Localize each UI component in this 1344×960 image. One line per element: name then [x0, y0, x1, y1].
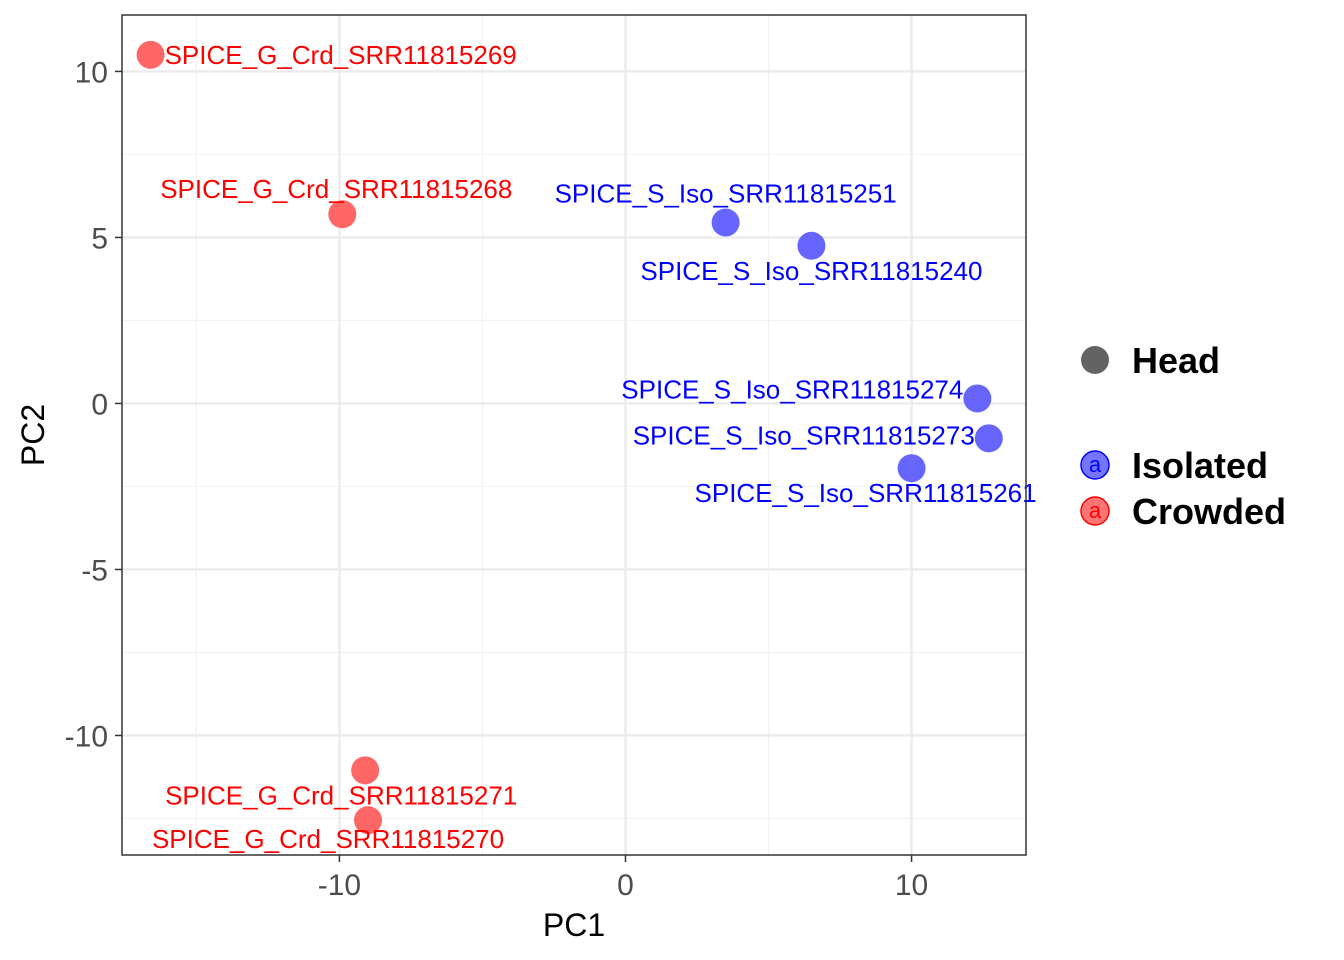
legend-key-point [1080, 450, 1110, 480]
point-label: SPICE_S_Iso_SRR11815261 [695, 478, 1037, 508]
point-label: SPICE_S_Iso_SRR11815240 [640, 256, 982, 286]
data-points [136, 40, 1003, 835]
point-label: SPICE_G_Crd_SRR11815269 [165, 40, 517, 70]
panel-border [121, 14, 1027, 856]
legend-label: Head [1132, 340, 1220, 381]
minor-grid [122, 15, 1026, 855]
y-tick-label: 0 [91, 388, 108, 421]
legend-label: Isolated [1132, 445, 1268, 486]
data-point [711, 208, 740, 237]
legend: Head a Isolated a Crowded [1080, 340, 1286, 532]
legend-key-point [1080, 496, 1110, 526]
data-point [897, 454, 926, 483]
data-point [136, 40, 165, 69]
x-axis-title: PC1 [543, 907, 605, 943]
legend-label: Crowded [1132, 491, 1286, 532]
x-axis-ticks: -10 0 10 [318, 855, 928, 902]
data-point [963, 384, 992, 413]
legend-key-letter: a [1089, 452, 1102, 477]
point-label: SPICE_G_Crd_SRR11815271 [165, 780, 517, 810]
major-grid [122, 15, 1026, 855]
data-point [354, 806, 383, 835]
legend-key-shape [1081, 346, 1109, 374]
data-point [351, 756, 380, 785]
point-labels: SPICE_S_Iso_SRR11815251 SPICE_S_Iso_SRR11… [152, 40, 1037, 854]
y-axis-title: PC2 [15, 404, 51, 466]
point-label: SPICE_S_Iso_SRR11815251 [555, 179, 897, 209]
x-tick-label: 0 [617, 869, 634, 902]
legend-key-letter: a [1089, 498, 1102, 523]
y-tick-label: 10 [75, 56, 108, 89]
point-label: SPICE_G_Crd_SRR11815268 [160, 174, 512, 204]
x-tick-label: 10 [895, 869, 928, 902]
y-tick-label: -10 [65, 720, 108, 753]
point-label: SPICE_S_Iso_SRR11815274 [621, 374, 963, 404]
point-label: SPICE_S_Iso_SRR11815273 [633, 420, 975, 450]
x-tick-label: -10 [318, 869, 361, 902]
y-tick-label: -5 [81, 554, 108, 587]
data-point [974, 424, 1003, 453]
data-point [328, 200, 357, 229]
data-point [797, 231, 826, 260]
point-label: SPICE_G_Crd_SRR11815270 [152, 824, 504, 854]
y-tick-label: 5 [91, 222, 108, 255]
y-axis-ticks: -10 -5 0 5 10 [65, 56, 122, 753]
